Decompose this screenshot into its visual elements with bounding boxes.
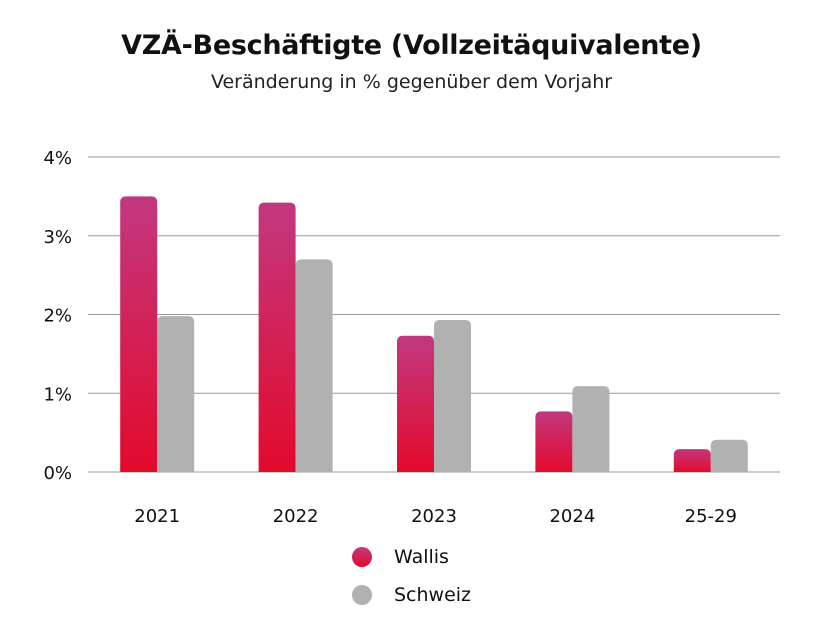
bar-wallis-2021 (120, 196, 158, 472)
x-tick-label: 25-29 (685, 506, 737, 527)
legend: Wallis Schweiz (352, 538, 471, 614)
bar-schweiz-2024 (572, 386, 610, 472)
bar-wallis-2024 (535, 411, 573, 472)
legend-item-wallis: Wallis (352, 538, 471, 576)
chart-subtitle: Veränderung in % gegenüber dem Vorjahr (210, 71, 613, 93)
chart-title: VZÄ-Beschäftigte (Vollzeitäquivalente) (121, 30, 702, 61)
bar-wallis-25-29 (673, 449, 711, 472)
bar-wallis-2023 (397, 335, 434, 472)
bar-schweiz-2021 (157, 316, 195, 472)
legend-label-wallis: Wallis (394, 546, 449, 568)
x-axis-tick-labels: 2021 2022 2023 2024 25-29 (134, 506, 737, 527)
bar-schweiz-2022 (295, 259, 333, 472)
y-tick-label: 1% (43, 384, 72, 405)
bar-schweiz-25-29 (710, 439, 748, 472)
legend-swatch-schweiz (352, 585, 372, 605)
y-tick-label: 4% (43, 148, 72, 169)
bars (120, 196, 748, 473)
y-tick-label: 0% (43, 463, 72, 484)
y-tick-label: 2% (43, 306, 72, 327)
x-tick-label: 2023 (411, 506, 457, 527)
y-axis-tick-labels: 0% 1% 2% 3% 4% (43, 148, 72, 484)
x-tick-label: 2022 (273, 506, 319, 527)
y-tick-label: 3% (43, 227, 72, 248)
legend-label-schweiz: Schweiz (394, 584, 472, 606)
legend-swatch-wallis (352, 547, 372, 567)
bar-wallis-2022 (258, 202, 296, 473)
legend-item-schweiz: Schweiz (352, 576, 471, 614)
bar-schweiz-2023 (434, 320, 471, 472)
x-tick-label: 2021 (134, 506, 180, 527)
x-tick-label: 2024 (549, 506, 595, 527)
